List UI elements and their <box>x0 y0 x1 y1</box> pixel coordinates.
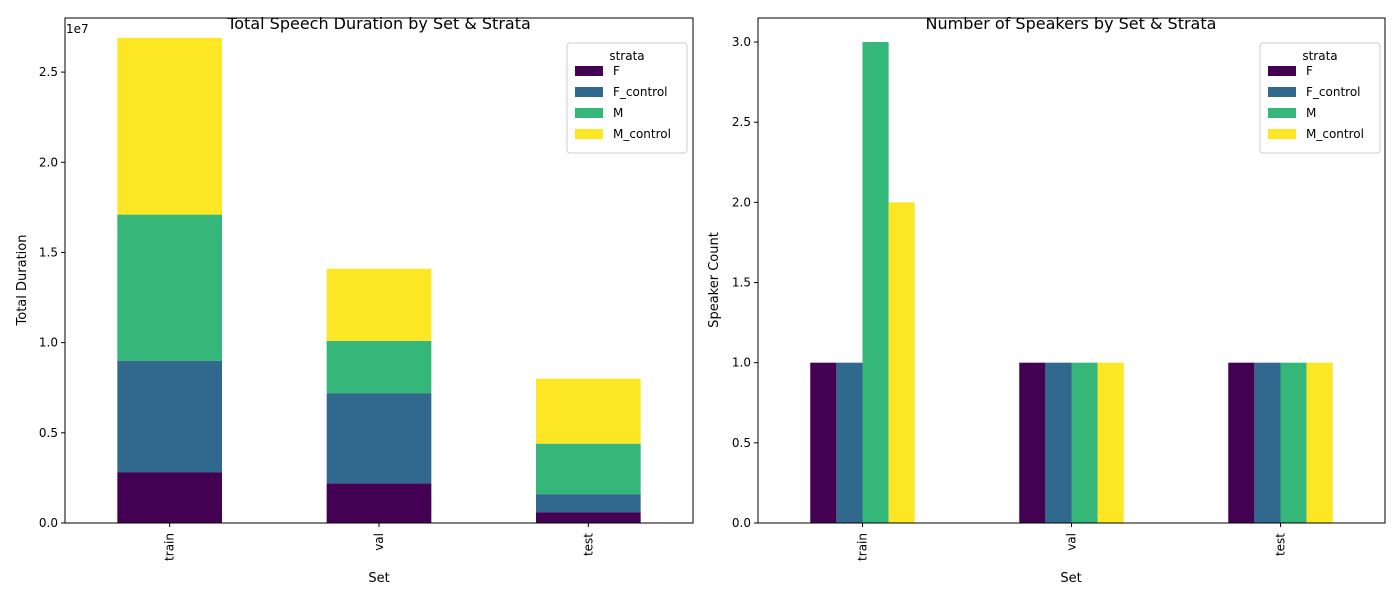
speakers-bars <box>810 42 1333 524</box>
speakers-legend-label: F <box>1306 64 1313 78</box>
duration-legend-label: M <box>613 106 623 120</box>
speakers-y-tick-label: 2.5 <box>732 115 751 129</box>
speakers-x-axis-label: Set <box>1060 571 1081 586</box>
speakers-y-tick-label: 0.5 <box>732 436 751 450</box>
speakers-y-ticks: 0.0 0.5 1.0 1.5 2.0 2.5 3.0 <box>732 35 758 530</box>
speakers-y-tick-label: 2.0 <box>732 195 751 209</box>
duration-x-axis-label: Set <box>368 571 389 586</box>
speakers-legend-title: strata <box>1302 49 1337 63</box>
duration-bar-test-f-control <box>536 494 641 513</box>
duration-plot-frame <box>64 17 694 524</box>
duration-bar-val-m <box>326 340 432 394</box>
speakers-legend-label: M_control <box>1306 127 1364 141</box>
duration-bars <box>117 37 641 523</box>
speakers-bar-test-f <box>1228 362 1255 523</box>
duration-legend-label: F <box>613 64 620 78</box>
duration-bar-train-f <box>117 472 222 523</box>
duration-bar-train-f-control <box>117 360 222 473</box>
speakers-legend-label: M <box>1306 106 1316 120</box>
duration-legend-swatch <box>575 66 603 76</box>
duration-y-tick-label: 2.5 <box>39 65 58 79</box>
duration-legend-swatch <box>575 129 603 139</box>
speakers-bar-test-m <box>1280 362 1307 523</box>
speakers-x-tick-label: train <box>856 533 870 561</box>
duration-legend: strata F F_control M M_control <box>566 42 688 154</box>
speakers-bar-test-m-control <box>1306 362 1333 523</box>
duration-bar-train-m-control <box>117 37 222 215</box>
speakers-bar-val-f-control <box>1045 362 1072 523</box>
duration-bar-val-m-control <box>326 268 432 341</box>
speakers-y-tick-label: 0.0 <box>732 516 751 530</box>
duration-bar-val-f <box>326 483 432 523</box>
duration-chart-title: Total Speech Duration by Set & Strata <box>226 14 531 33</box>
speakers-legend-swatch <box>1268 66 1296 76</box>
duration-legend-title: strata <box>609 49 644 63</box>
speakers-x-tick-label: val <box>1065 533 1079 551</box>
speakers-legend: strata F F_control M M_control <box>1259 42 1381 154</box>
duration-chart: Total Speech Duration by Set & Strata 1e… <box>15 14 694 586</box>
duration-legend-swatch <box>575 108 603 118</box>
duration-y-tick-label: 0.0 <box>39 516 58 530</box>
speakers-bar-train-f-control <box>836 362 863 523</box>
speakers-legend-swatch <box>1268 87 1296 97</box>
duration-legend-label: F_control <box>613 85 668 99</box>
duration-bar-test-m <box>536 443 641 495</box>
speakers-bar-val-f <box>1019 362 1046 523</box>
duration-y-tick-label: 1.0 <box>39 336 58 350</box>
speakers-legend-swatch <box>1268 129 1296 139</box>
speakers-bar-train-f <box>810 362 837 523</box>
duration-y-tick-label: 0.5 <box>39 426 58 440</box>
duration-legend-swatch <box>575 87 603 97</box>
speakers-plot-frame <box>757 17 1386 524</box>
speakers-y-tick-label: 1.0 <box>732 356 751 370</box>
duration-y-ticks: 0.0 0.5 1.0 1.5 2.0 2.5 <box>39 65 65 530</box>
speakers-y-tick-label: 1.5 <box>732 276 751 290</box>
speakers-x-ticks: train val test <box>856 523 1288 561</box>
speakers-legend-swatch <box>1268 108 1296 118</box>
duration-bar-test-m-control <box>536 378 641 444</box>
duration-legend-label: M_control <box>613 127 671 141</box>
speakers-bar-val-m <box>1071 362 1098 523</box>
speakers-bar-test-f-control <box>1254 362 1281 523</box>
speakers-chart-title: Number of Speakers by Set & Strata <box>926 14 1217 33</box>
duration-y-axis-label: Total Duration <box>15 235 30 327</box>
duration-offset-label: 1e7 <box>66 22 89 36</box>
speakers-bar-val-m-control <box>1097 362 1124 523</box>
duration-bar-val-f-control <box>326 393 432 484</box>
speakers-x-tick-label: test <box>1274 533 1288 556</box>
speakers-legend-label: F_control <box>1306 85 1361 99</box>
duration-bar-test-f <box>536 512 641 523</box>
duration-x-tick-label: test <box>581 533 595 556</box>
duration-y-tick-label: 1.5 <box>39 245 58 259</box>
speakers-y-axis-label: Speaker Count <box>707 232 722 328</box>
duration-x-tick-label: val <box>372 533 386 551</box>
speakers-bar-train-m-control <box>888 202 915 523</box>
speakers-bar-train-m <box>862 42 889 524</box>
duration-x-ticks: train val test <box>163 523 595 561</box>
speakers-chart: Number of Speakers by Set & Strata Set S… <box>707 14 1386 586</box>
speakers-y-tick-label: 3.0 <box>732 35 751 49</box>
duration-bar-train-m <box>117 214 222 361</box>
duration-y-tick-label: 2.0 <box>39 155 58 169</box>
duration-x-tick-label: train <box>163 533 177 561</box>
